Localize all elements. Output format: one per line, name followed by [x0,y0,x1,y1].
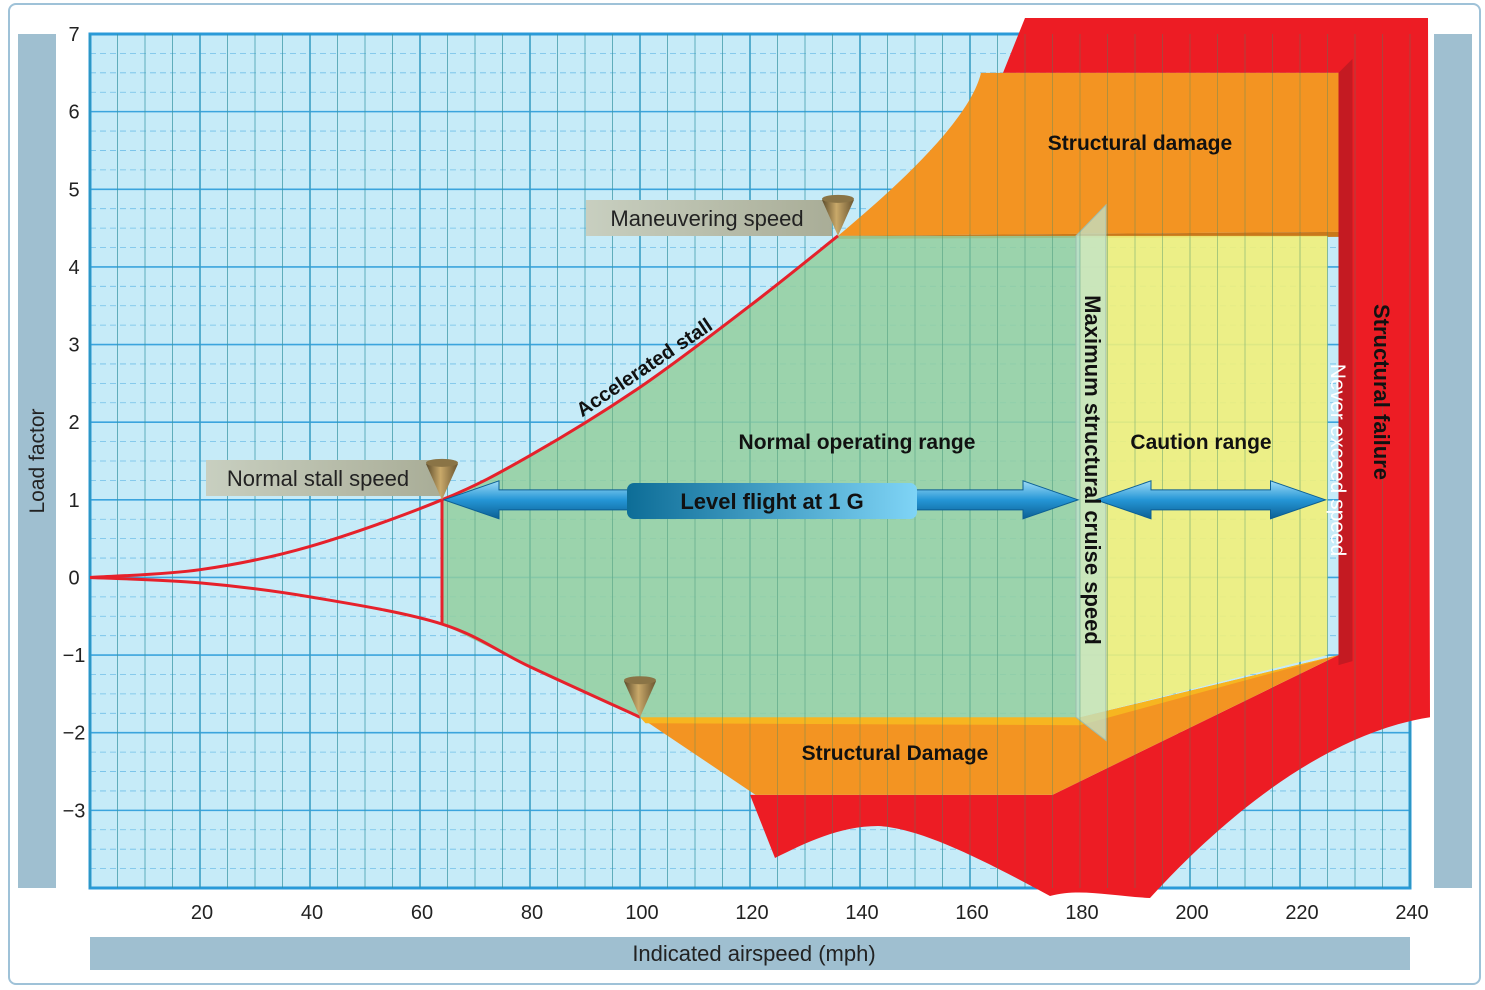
speed-marker-cone [624,677,656,718]
y-tick-label: 6 [68,102,79,124]
x-tick-label: 160 [955,902,988,924]
normal-stall-speed-label: Normal stall speed [227,466,409,491]
x-tick-label: 60 [411,902,433,924]
x-tick-label: 80 [521,902,543,924]
y-tick-label: 3 [68,335,79,357]
accelerated-stall-curve-negative [89,575,641,719]
x-tick-label: 20 [191,902,213,924]
caution-range-label: Caution range [1130,431,1271,454]
left-axis-bar [18,34,56,888]
speed-markers [426,194,854,718]
speed-marker-cone-top [426,458,458,467]
normal-operating-label: Normal operating range [739,431,976,454]
x-tick-labels: 20 40 60 80 100 120 140 160 180 200 220 240 [191,902,1429,924]
maneuvering-speed-panel [586,200,832,236]
y-tick-label: 7 [68,24,79,46]
y-tick-label: 4 [68,257,79,279]
y-tick-label: 5 [68,179,79,201]
structural-damage-upper-label: Structural damage [1048,132,1232,155]
structural-damage-lower-region [640,655,1339,795]
structural-damage-lower-edge [640,655,1339,726]
level-flight-banner [627,483,917,519]
x-axis-label: Indicated airspeed (mph) [632,941,875,966]
y-tick-labels: 7 6 5 4 3 2 1 0 −1 −2 −3 [63,24,86,822]
structural-failure-label: Structural failure [1369,304,1394,480]
y-tick-label: 0 [68,567,79,589]
speed-marker-cone [822,195,854,236]
x-tick-label: 220 [1285,902,1318,924]
max-cruise-speed-label: Maximum structural cruise speed [1080,295,1105,645]
x-tick-label: 100 [625,902,658,924]
y-tick-label: −2 [63,723,86,745]
normal-stall-speed-panel [206,460,440,496]
structural-damage-upper-region [838,72,1339,236]
right-axis-bar [1434,34,1472,888]
structural-failure-region [750,18,1430,898]
normal-operating-region [442,235,1080,718]
y-tick-label: 1 [68,490,79,512]
y-tick-label: −3 [63,800,86,822]
x-tick-label: 40 [301,902,323,924]
speed-marker-cone-top [822,194,854,203]
y-tick-label: 2 [68,412,79,434]
structural-failure-edge [1338,58,1353,666]
speed-marker-cone [426,459,458,500]
x-tick-label: 120 [735,902,768,924]
structural-damage-lower-label: Structural Damage [802,742,989,765]
x-tick-label: 180 [1065,902,1098,924]
maneuvering-speed-label: Maneuvering speed [610,206,803,231]
x-tick-label: 240 [1395,902,1428,924]
x-tick-label: 200 [1175,902,1208,924]
y-tick-label: −1 [63,645,86,667]
caution-region [1080,235,1328,718]
never-exceed-speed-label: Never exceed speed [1326,364,1349,557]
speed-marker-cone-top [624,676,656,685]
max-cruise-speed-bar [1075,203,1107,742]
y-axis-label: Load factor [26,408,49,513]
x-axis-bar [90,937,1410,970]
accelerated-stall-curve-positive [89,234,839,579]
chart-frame [8,3,1481,985]
level-flight-label: Level flight at 1 G [680,489,863,514]
level-flight-arrow [1094,480,1328,520]
x-tick-label: 140 [845,902,878,924]
